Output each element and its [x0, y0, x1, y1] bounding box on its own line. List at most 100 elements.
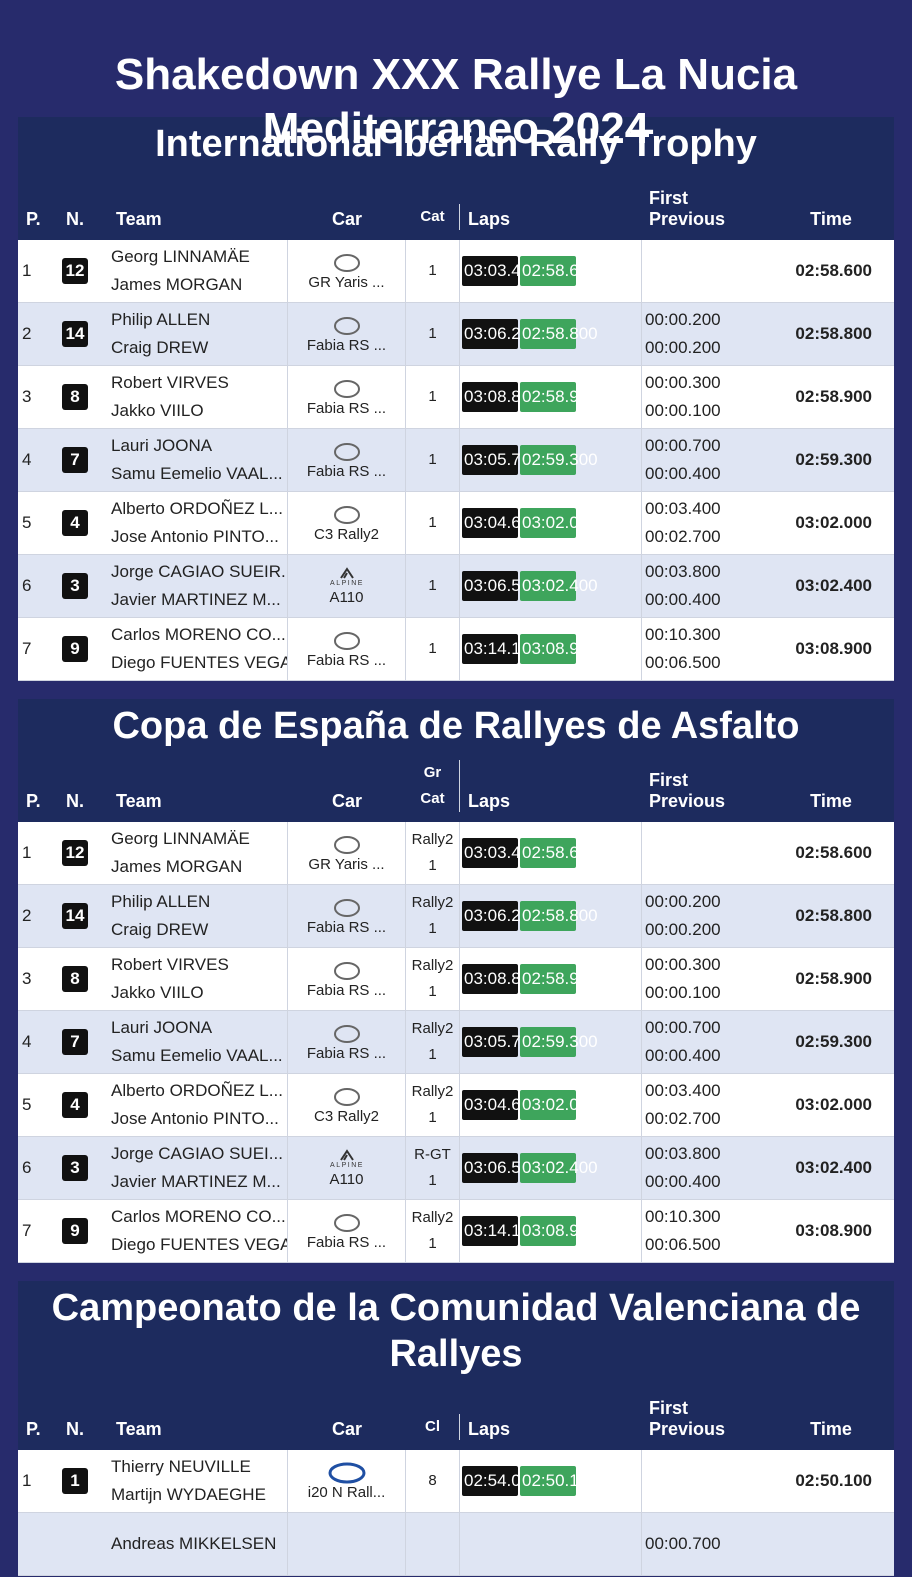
- time-cell: 03:02.000: [768, 492, 894, 554]
- car-cell: Fabia RS ...: [288, 366, 406, 428]
- car-number: 4: [62, 510, 88, 536]
- header-first-previous: First Previous: [641, 770, 768, 812]
- header-cat-line: Cat: [420, 790, 445, 807]
- gap-first: 00:00.300: [645, 373, 721, 392]
- crew-member: Philip ALLEN: [111, 310, 211, 329]
- position: 6: [22, 1158, 32, 1177]
- car-logo: [333, 631, 360, 650]
- car-model: A110: [329, 588, 364, 606]
- position: 7: [22, 1221, 32, 1240]
- gap-first: 00:00.200: [645, 310, 721, 329]
- category: 1: [428, 262, 437, 279]
- crew-member: Lauri JOONA: [111, 1018, 213, 1037]
- header-time: Time: [810, 209, 852, 229]
- car-model: Fabia RS ...: [306, 1044, 387, 1062]
- team-cell: Carlos MORENO CO... Diego FUENTES VEGA: [108, 1200, 288, 1262]
- header-time: Time: [810, 791, 852, 811]
- crew-member: Craig DREW: [111, 920, 209, 939]
- crew-member: Philip ALLEN: [111, 892, 211, 911]
- gap-cell: 00:00.300 00:00.100: [641, 366, 768, 428]
- time-cell: 02:50.100: [768, 1450, 894, 1512]
- header-pos: P.: [26, 791, 41, 811]
- lap-time: 03:14.1: [462, 634, 521, 664]
- time-cell: 02:58.600: [768, 822, 894, 884]
- car-model: Fabia RS ...: [306, 981, 387, 999]
- time-cell: 03:02.000: [768, 1074, 894, 1136]
- crew-member: Georg LINNAMÄE: [111, 247, 250, 266]
- gap-previous: 00:00.400: [645, 1172, 721, 1191]
- category: 1: [428, 325, 437, 342]
- header-previous: Previous: [649, 1419, 726, 1439]
- crew-member: Diego FUENTES VEGA: [111, 653, 288, 672]
- category: 1: [428, 514, 437, 531]
- position: 5: [22, 1095, 32, 1114]
- team-cell: Philip ALLEN Craig DREW: [108, 885, 288, 947]
- header-previous: Previous: [649, 791, 726, 811]
- team-cell: Georg LINNAMÄE James MORGAN: [108, 822, 288, 884]
- crew-member: Andreas MIKKELSEN: [111, 1534, 277, 1553]
- time-cell: 02:58.900: [768, 366, 894, 428]
- laps-cell: 03:03.4 02:58.6: [460, 240, 641, 302]
- gap-previous: 00:00.200: [645, 920, 721, 939]
- crew-member: Javier MARTINEZ M...: [111, 590, 281, 609]
- cat-cell: 1: [406, 618, 460, 680]
- lap-time: 03:08.8: [462, 382, 521, 412]
- pos-cell: 6: [18, 1137, 58, 1199]
- pos-cell: 2: [18, 303, 58, 365]
- car-logo: [333, 1213, 360, 1232]
- car-number: 9: [62, 1218, 88, 1244]
- crew-member: Craig DREW: [111, 338, 209, 357]
- result-row: 3 8 Robert VIRVES Jakko VIILO Fabia RS ... Ra…: [18, 948, 894, 1011]
- gap-cell: 00:10.300 00:06.500: [641, 1200, 768, 1262]
- category: 1: [428, 640, 437, 657]
- category: R-GT: [414, 1146, 451, 1163]
- gap-first: 00:00.700: [645, 436, 721, 455]
- num-cell: 9: [58, 618, 108, 680]
- car-number: 14: [62, 903, 88, 929]
- header-laps: Laps: [468, 209, 511, 229]
- crew-member: Georg LINNAMÄE: [111, 829, 250, 848]
- result-row: 1 1 Thierry NEUVILLE Martijn WYDAEGHE i20 N …: [18, 1450, 894, 1513]
- gap-cell: 00:03.800 00:00.400: [641, 555, 768, 617]
- lap-time: 03:14.1: [462, 1216, 521, 1246]
- crew-member: Samu Eemelio VAAL...: [111, 464, 283, 483]
- laps-cell: 03:08.8 02:58.9: [460, 948, 641, 1010]
- lap-time: 03:08.9: [520, 634, 579, 664]
- num-cell: 4: [58, 1074, 108, 1136]
- car-model: C3 Rally2: [313, 1107, 380, 1125]
- result-row: 3 8 Robert VIRVES Jakko VIILO Fabia RS ... 1 0…: [18, 366, 894, 429]
- column-headers: P. N. Team Car Gr Cat Laps First Previous Time: [18, 749, 894, 822]
- num-cell: 7: [58, 429, 108, 491]
- cat-cell: 1: [406, 555, 460, 617]
- pos-cell: 7: [18, 618, 58, 680]
- num-cell: 8: [58, 366, 108, 428]
- total-time: 02:58.600: [795, 261, 872, 280]
- car-cell: [288, 1513, 406, 1575]
- lap-time: 03:02.0: [520, 1090, 579, 1120]
- header-laps: Laps: [468, 791, 511, 811]
- time-cell: 02:58.900: [768, 948, 894, 1010]
- lap-time: 03:05.7: [462, 1027, 521, 1057]
- cat-cell: 8: [406, 1450, 460, 1512]
- car-number: 12: [62, 258, 88, 284]
- cat-cell: Rally2 1: [406, 948, 460, 1010]
- pos-cell: 2: [18, 885, 58, 947]
- lap-time: 02:50.1: [520, 1466, 579, 1496]
- pos-cell: 3: [18, 366, 58, 428]
- car-cell: Fabia RS ...: [288, 303, 406, 365]
- section: Campeonato de la Comunidad Valenciana de…: [18, 1281, 894, 1576]
- time-cell: 02:59.300: [768, 1011, 894, 1073]
- pos-cell: 1: [18, 822, 58, 884]
- car-number: 8: [62, 966, 88, 992]
- time-cell: 02:59.300: [768, 429, 894, 491]
- time-cell: 02:58.600: [768, 240, 894, 302]
- car-logo: [333, 898, 360, 917]
- cat-cell: 1: [406, 492, 460, 554]
- gap-first: 00:00.200: [645, 892, 721, 911]
- lap-time: 02:58.6: [520, 256, 579, 286]
- lap-time: 03:05.7: [462, 445, 521, 475]
- category: 1: [428, 451, 437, 468]
- num-cell: 4: [58, 492, 108, 554]
- lap-time: 03:06.2: [462, 319, 521, 349]
